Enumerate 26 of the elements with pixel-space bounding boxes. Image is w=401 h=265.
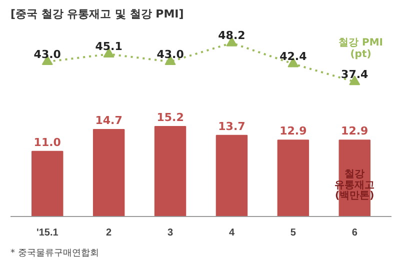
x-tick-label: 6 <box>352 228 358 238</box>
data-label: 48.2 <box>218 29 246 42</box>
bar <box>277 140 310 216</box>
bar <box>216 134 248 216</box>
data-label: 43.0 <box>34 48 62 61</box>
data-label: 12.9 <box>280 124 307 138</box>
x-tick-label: 2 <box>106 228 112 238</box>
x-tick-label: 5 <box>290 228 296 238</box>
data-label: 42.4 <box>280 50 308 63</box>
bar <box>154 126 186 216</box>
data-label: 13.7 <box>218 120 246 133</box>
x-tick-label: 3 <box>167 228 174 238</box>
data-label: 12.9 <box>341 124 368 138</box>
data-label: 15.2 <box>156 111 184 124</box>
data-label: 11.0 <box>34 136 62 149</box>
text: * 중국물류구매연합회 <box>10 248 99 258</box>
bar <box>32 150 64 216</box>
x-tick-label: '15.1 <box>36 228 59 238</box>
bar <box>92 128 125 216</box>
data-label: 37.4 <box>341 68 369 81</box>
x-tick-label: 4 <box>228 228 235 238</box>
data-label: 43.0 <box>156 48 184 61</box>
data-label: 14.7 <box>95 114 122 128</box>
chart-title: [중국 철강 유통재고 및 철강 PMI] <box>10 8 184 20</box>
data-label: 45.1 <box>95 40 122 54</box>
series-label: 철강 PMI (pt) <box>338 37 384 60</box>
